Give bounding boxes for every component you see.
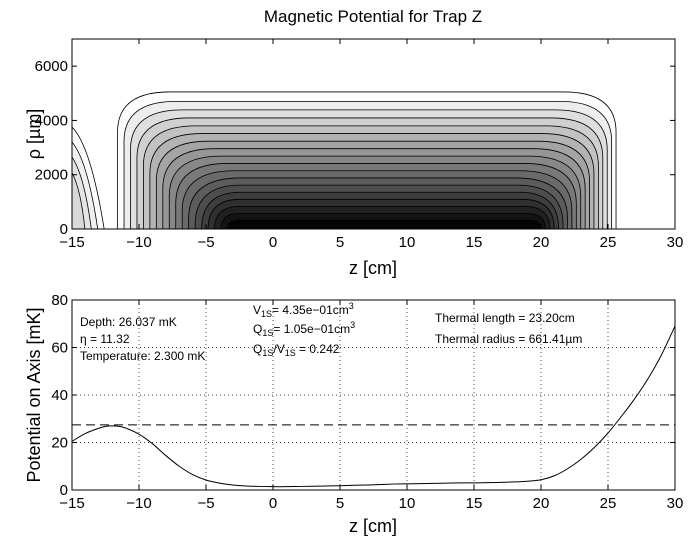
depth-annotation: Depth: 26.037 mK (80, 315, 177, 329)
contour-y-tick-label: 0 (60, 221, 68, 238)
line-x-axis-label: z [cm] (349, 516, 397, 536)
contour-x-tick-label: 0 (269, 234, 277, 251)
contour-y-axis-label: ρ [µm] (24, 109, 44, 160)
ratio-annotation: Q1S/V1S = 0.242 (253, 342, 340, 358)
contour-level-left (72, 171, 86, 229)
ratio-slash: /V (273, 342, 284, 356)
line-x-tick-label: 5 (336, 495, 344, 512)
line-x-tick-label: 0 (269, 495, 277, 512)
v1s-prefix: V (253, 303, 261, 317)
q1s-superscript: 3 (350, 320, 355, 330)
q1s-subscript: 1S (262, 328, 273, 338)
line-x-ticks: −15 −10 −5 0 5 10 15 20 25 30 (59, 300, 683, 512)
temperature-annotation: Temperature: 2.300 mK (80, 349, 205, 363)
contour-x-tick-label: −10 (126, 234, 151, 251)
line-x-tick-label: 15 (466, 495, 483, 512)
contour-x-tick-label: −5 (197, 234, 214, 251)
contour-x-axis-label: z [cm] (349, 258, 397, 278)
line-y-axis-label: Potential on Axis [mK] (24, 307, 44, 482)
contour-y-tick-label: 2000 (35, 167, 68, 184)
line-x-tick-label: 25 (600, 495, 617, 512)
eta-annotation: η = 11.32 (80, 332, 130, 346)
line-x-tick-label: 30 (667, 495, 684, 512)
contour-x-tick-label: −15 (59, 234, 84, 251)
line-x-tick-label: −5 (197, 495, 214, 512)
line-series (72, 325, 675, 488)
line-y-tick-label: 20 (51, 435, 68, 452)
q1s-value: = 1.05e−01cm (273, 322, 350, 336)
contour-y-ticks: 0 2000 4000 6000 (35, 58, 675, 238)
line-y-tick-label: 80 (51, 292, 68, 309)
line-x-tick-label: 20 (533, 495, 550, 512)
line-y-tick-label: 60 (51, 340, 68, 357)
v1s-subscript: 1S (261, 309, 272, 319)
thermal-length-annotation: Thermal length = 23.20cm (435, 311, 575, 325)
contour-title: Magnetic Potential for Trap Z (264, 7, 482, 26)
ratio-value: = 0.242 (296, 342, 340, 356)
contour-y-tick-label: 4000 (35, 112, 68, 129)
line-x-tick-label: −10 (126, 495, 151, 512)
line-y-tick-label: 40 (51, 387, 68, 404)
contour-plot (72, 91, 617, 229)
line-grid (72, 300, 675, 490)
contour-x-tick-label: 15 (466, 234, 483, 251)
v1s-value: = 4.35e−01cm (272, 303, 349, 317)
potential-curve (72, 325, 675, 488)
v1s-superscript: 3 (349, 301, 354, 311)
contour-axes-frame (71, 38, 676, 230)
contour-level (227, 219, 542, 229)
ratio-v-subscript: 1S (285, 348, 296, 358)
line-y-tick-label: 0 (60, 482, 68, 499)
ratio-q-subscript: 1S (262, 348, 273, 358)
line-y-ticks: 0 20 40 60 80 (51, 292, 675, 499)
q1s-prefix: Q (253, 322, 262, 336)
thermal-radius-annotation: Thermal radius = 661.41µm (435, 332, 582, 346)
v1s-annotation: V1S= 4.35e−01cm3 (253, 301, 354, 319)
contour-x-tick-label: 30 (667, 234, 684, 251)
line-x-tick-label: −15 (59, 495, 84, 512)
ratio-q: Q (253, 342, 262, 356)
contour-x-ticks: −15 −10 −5 0 5 10 15 20 25 30 (59, 39, 683, 251)
line-x-tick-label: 10 (399, 495, 416, 512)
contour-x-tick-label: 5 (336, 234, 344, 251)
contour-x-tick-label: 20 (533, 234, 550, 251)
contour-x-tick-label: 10 (399, 234, 416, 251)
q1s-annotation: Q1S= 1.05e−01cm3 (253, 320, 355, 338)
contour-y-tick-label: 6000 (35, 58, 68, 75)
contour-x-tick-label: 25 (600, 234, 617, 251)
